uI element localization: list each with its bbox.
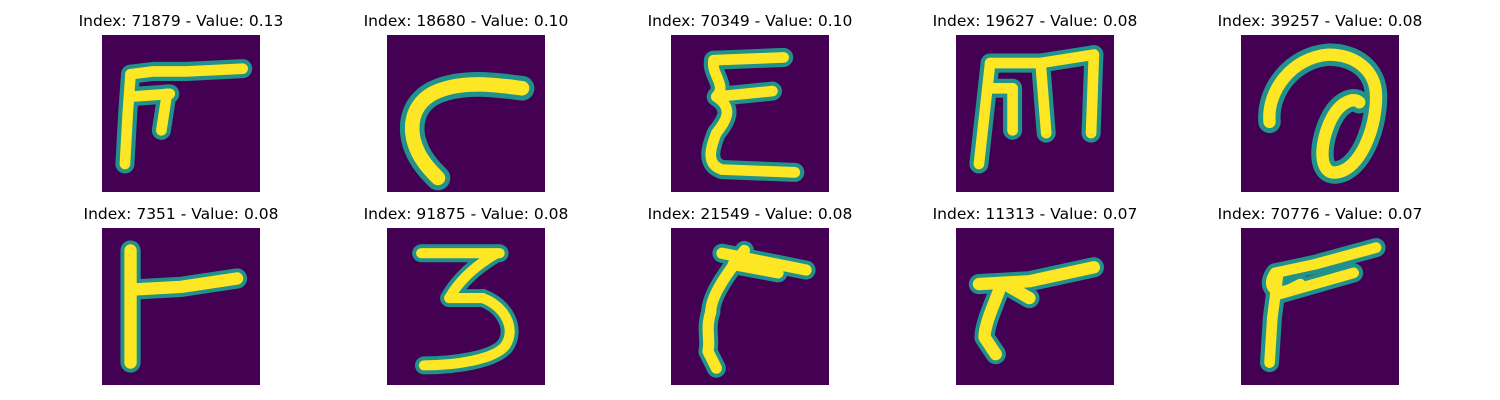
- glyph-3-shape-image: [412, 244, 519, 375]
- panel-title: Index: 21549 - Value: 0.08: [647, 205, 853, 223]
- glyph-p-shape-image: [1260, 238, 1386, 373]
- glyph-image: [1241, 35, 1399, 192]
- glyph-image: [671, 228, 829, 385]
- glyph-a-loop-image: [1258, 43, 1388, 184]
- panel-title: Index: 71879 - Value: 0.13: [78, 12, 284, 30]
- panel-title: Index: 7351 - Value: 0.08: [83, 205, 279, 223]
- glyph-image: [1241, 228, 1399, 385]
- panel-title: Index: 91875 - Value: 0.08: [363, 205, 569, 223]
- glyph-r-hook-image: [698, 240, 816, 378]
- glyph-image: [387, 35, 545, 192]
- glyph-image: [102, 228, 260, 385]
- glyph-c-curve-image: [399, 72, 535, 191]
- glyph-image: [671, 35, 829, 192]
- glyph-image: [387, 228, 545, 385]
- panel-title: Index: 70349 - Value: 0.10: [647, 12, 853, 30]
- panel-title: Index: 70776 - Value: 0.07: [1217, 205, 1423, 223]
- glyph-image: [956, 228, 1114, 385]
- panel-title: Index: 19627 - Value: 0.08: [932, 12, 1138, 30]
- glyph-e-shape-image: [701, 47, 805, 182]
- glyph-r-shape-image: [120, 240, 248, 373]
- glyph-f-shape-image: [115, 59, 253, 174]
- glyph-image: [102, 35, 260, 192]
- panel-title: Index: 18680 - Value: 0.10: [363, 12, 569, 30]
- glyph-m-shape-image: [969, 45, 1104, 174]
- glyph-r-slant-image: [968, 257, 1104, 365]
- panel-title: Index: 11313 - Value: 0.07: [932, 205, 1138, 223]
- glyph-image: [956, 35, 1114, 192]
- panel-title: Index: 39257 - Value: 0.08: [1217, 12, 1423, 30]
